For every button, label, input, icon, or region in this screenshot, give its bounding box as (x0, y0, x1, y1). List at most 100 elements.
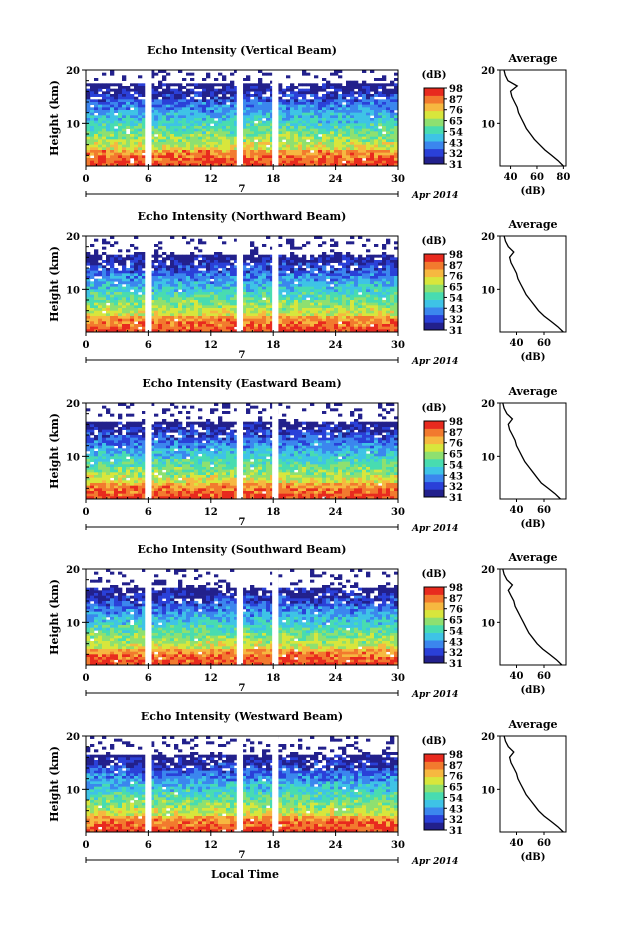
heatmap-cell (218, 324, 223, 327)
heatmap-cell (290, 326, 295, 330)
heatmap-cell (298, 128, 303, 132)
heatmap-cell (350, 99, 355, 103)
heatmap-cell (262, 142, 267, 145)
heatmap-cell (250, 273, 255, 277)
heatmap-cell (202, 292, 207, 295)
heatmap-cell (178, 160, 183, 164)
heatmap-cell (338, 147, 343, 151)
heatmap-cell (222, 86, 227, 89)
heatmap-cell (346, 120, 351, 124)
heatmap-cell (322, 260, 327, 263)
heatmap-cell (306, 110, 311, 113)
heatmap-cell (170, 83, 175, 87)
heatmap-cell (94, 158, 99, 161)
heatmap-cell (286, 281, 291, 285)
heatmap-cell (230, 96, 235, 100)
heatmap-cell (150, 273, 155, 277)
colorbar-swatch (424, 307, 444, 316)
heatmap-cell (318, 265, 323, 269)
heatmap-cell (222, 321, 227, 325)
heatmap-cell (182, 163, 187, 167)
heatmap-cell (182, 300, 187, 303)
heatmap-cell (186, 147, 191, 151)
heatmap-cell (282, 308, 287, 311)
heatmap-cell (374, 284, 379, 287)
heatmap-cell (294, 318, 299, 322)
heatmap-cell (134, 270, 139, 274)
heatmap-cell (222, 134, 227, 137)
heatmap-cell (182, 281, 187, 285)
heatmap-cell (254, 321, 259, 325)
heatmap-cell (374, 150, 379, 153)
heatmap-cell (98, 289, 103, 293)
heatmap-cell (370, 96, 375, 100)
heatmap-cell (254, 107, 259, 111)
heatmap-cell (254, 94, 259, 97)
heatmap-cell (166, 96, 171, 100)
heatmap-cell (230, 160, 235, 164)
heatmap-cell (282, 284, 287, 287)
heatmap-cell (358, 300, 363, 303)
heatmap-cell (242, 107, 247, 111)
heatmap-cell (262, 278, 267, 282)
heatmap-cell (138, 254, 143, 258)
heatmap-cell (122, 158, 127, 161)
heatmap-cell (354, 104, 359, 108)
heatmap-cell (158, 268, 163, 271)
heatmap-cell (258, 324, 263, 327)
heatmap-cell (222, 297, 227, 301)
heatmap-cell (378, 104, 383, 108)
heatmap-cell (390, 152, 395, 156)
heatmap-cell (190, 308, 195, 311)
heatmap-cell (150, 91, 155, 95)
heatmap-cell (250, 270, 255, 274)
heatmap-cell (242, 308, 247, 311)
heatmap-cell (266, 278, 271, 282)
heatmap-cell (118, 292, 123, 295)
heatmap-cell (194, 265, 199, 269)
heatmap-cell (350, 104, 355, 108)
heatmap-cell (322, 265, 327, 269)
heatmap-cell (326, 324, 331, 327)
heatmap-cell (174, 324, 179, 327)
heatmap-cell (286, 86, 291, 89)
heatmap-cell (314, 324, 319, 327)
heatmap-cell (394, 300, 399, 303)
heatmap-cell (258, 297, 263, 301)
heatmap-cell (322, 104, 327, 108)
heatmap-cell (358, 278, 363, 282)
heatmap-cell (306, 289, 311, 293)
heatmap-cell (158, 254, 163, 258)
heatmap-cell (358, 102, 363, 105)
heatmap-cell (214, 324, 219, 327)
heatmap-cell (342, 284, 347, 287)
heatmap-cell (130, 262, 135, 266)
heatmap-cell (110, 281, 115, 285)
colorbar-tick-label: 32 (449, 149, 463, 160)
colorbar-swatch (424, 95, 444, 104)
heatmap-cell (178, 99, 183, 103)
heatmap-cell (226, 308, 231, 311)
heatmap-cell (98, 461, 103, 465)
heatmap-cell (386, 292, 391, 295)
heatmap-cell (222, 292, 227, 295)
heatmap-cell (110, 72, 115, 76)
heatmap-cell (314, 139, 319, 143)
heatmap-cell (170, 160, 175, 164)
heatmap-cell (254, 152, 259, 156)
heatmap-cell (106, 128, 111, 132)
heatmap-cell (102, 326, 107, 330)
heatmap-cell (286, 88, 291, 92)
heatmap-cell (382, 104, 387, 108)
heatmap-cell (390, 265, 395, 269)
heatmap-cell (382, 142, 387, 145)
heatmap-cell (242, 281, 247, 285)
heatmap-cell (102, 110, 107, 113)
heatmap-cell (386, 155, 391, 159)
heatmap-cell (326, 134, 331, 137)
heatmap-cell (382, 158, 387, 161)
heatmap-cell (378, 262, 383, 266)
heatmap-cell (90, 437, 95, 441)
heatmap-cell (90, 163, 95, 167)
heatmap-cell (358, 112, 363, 116)
